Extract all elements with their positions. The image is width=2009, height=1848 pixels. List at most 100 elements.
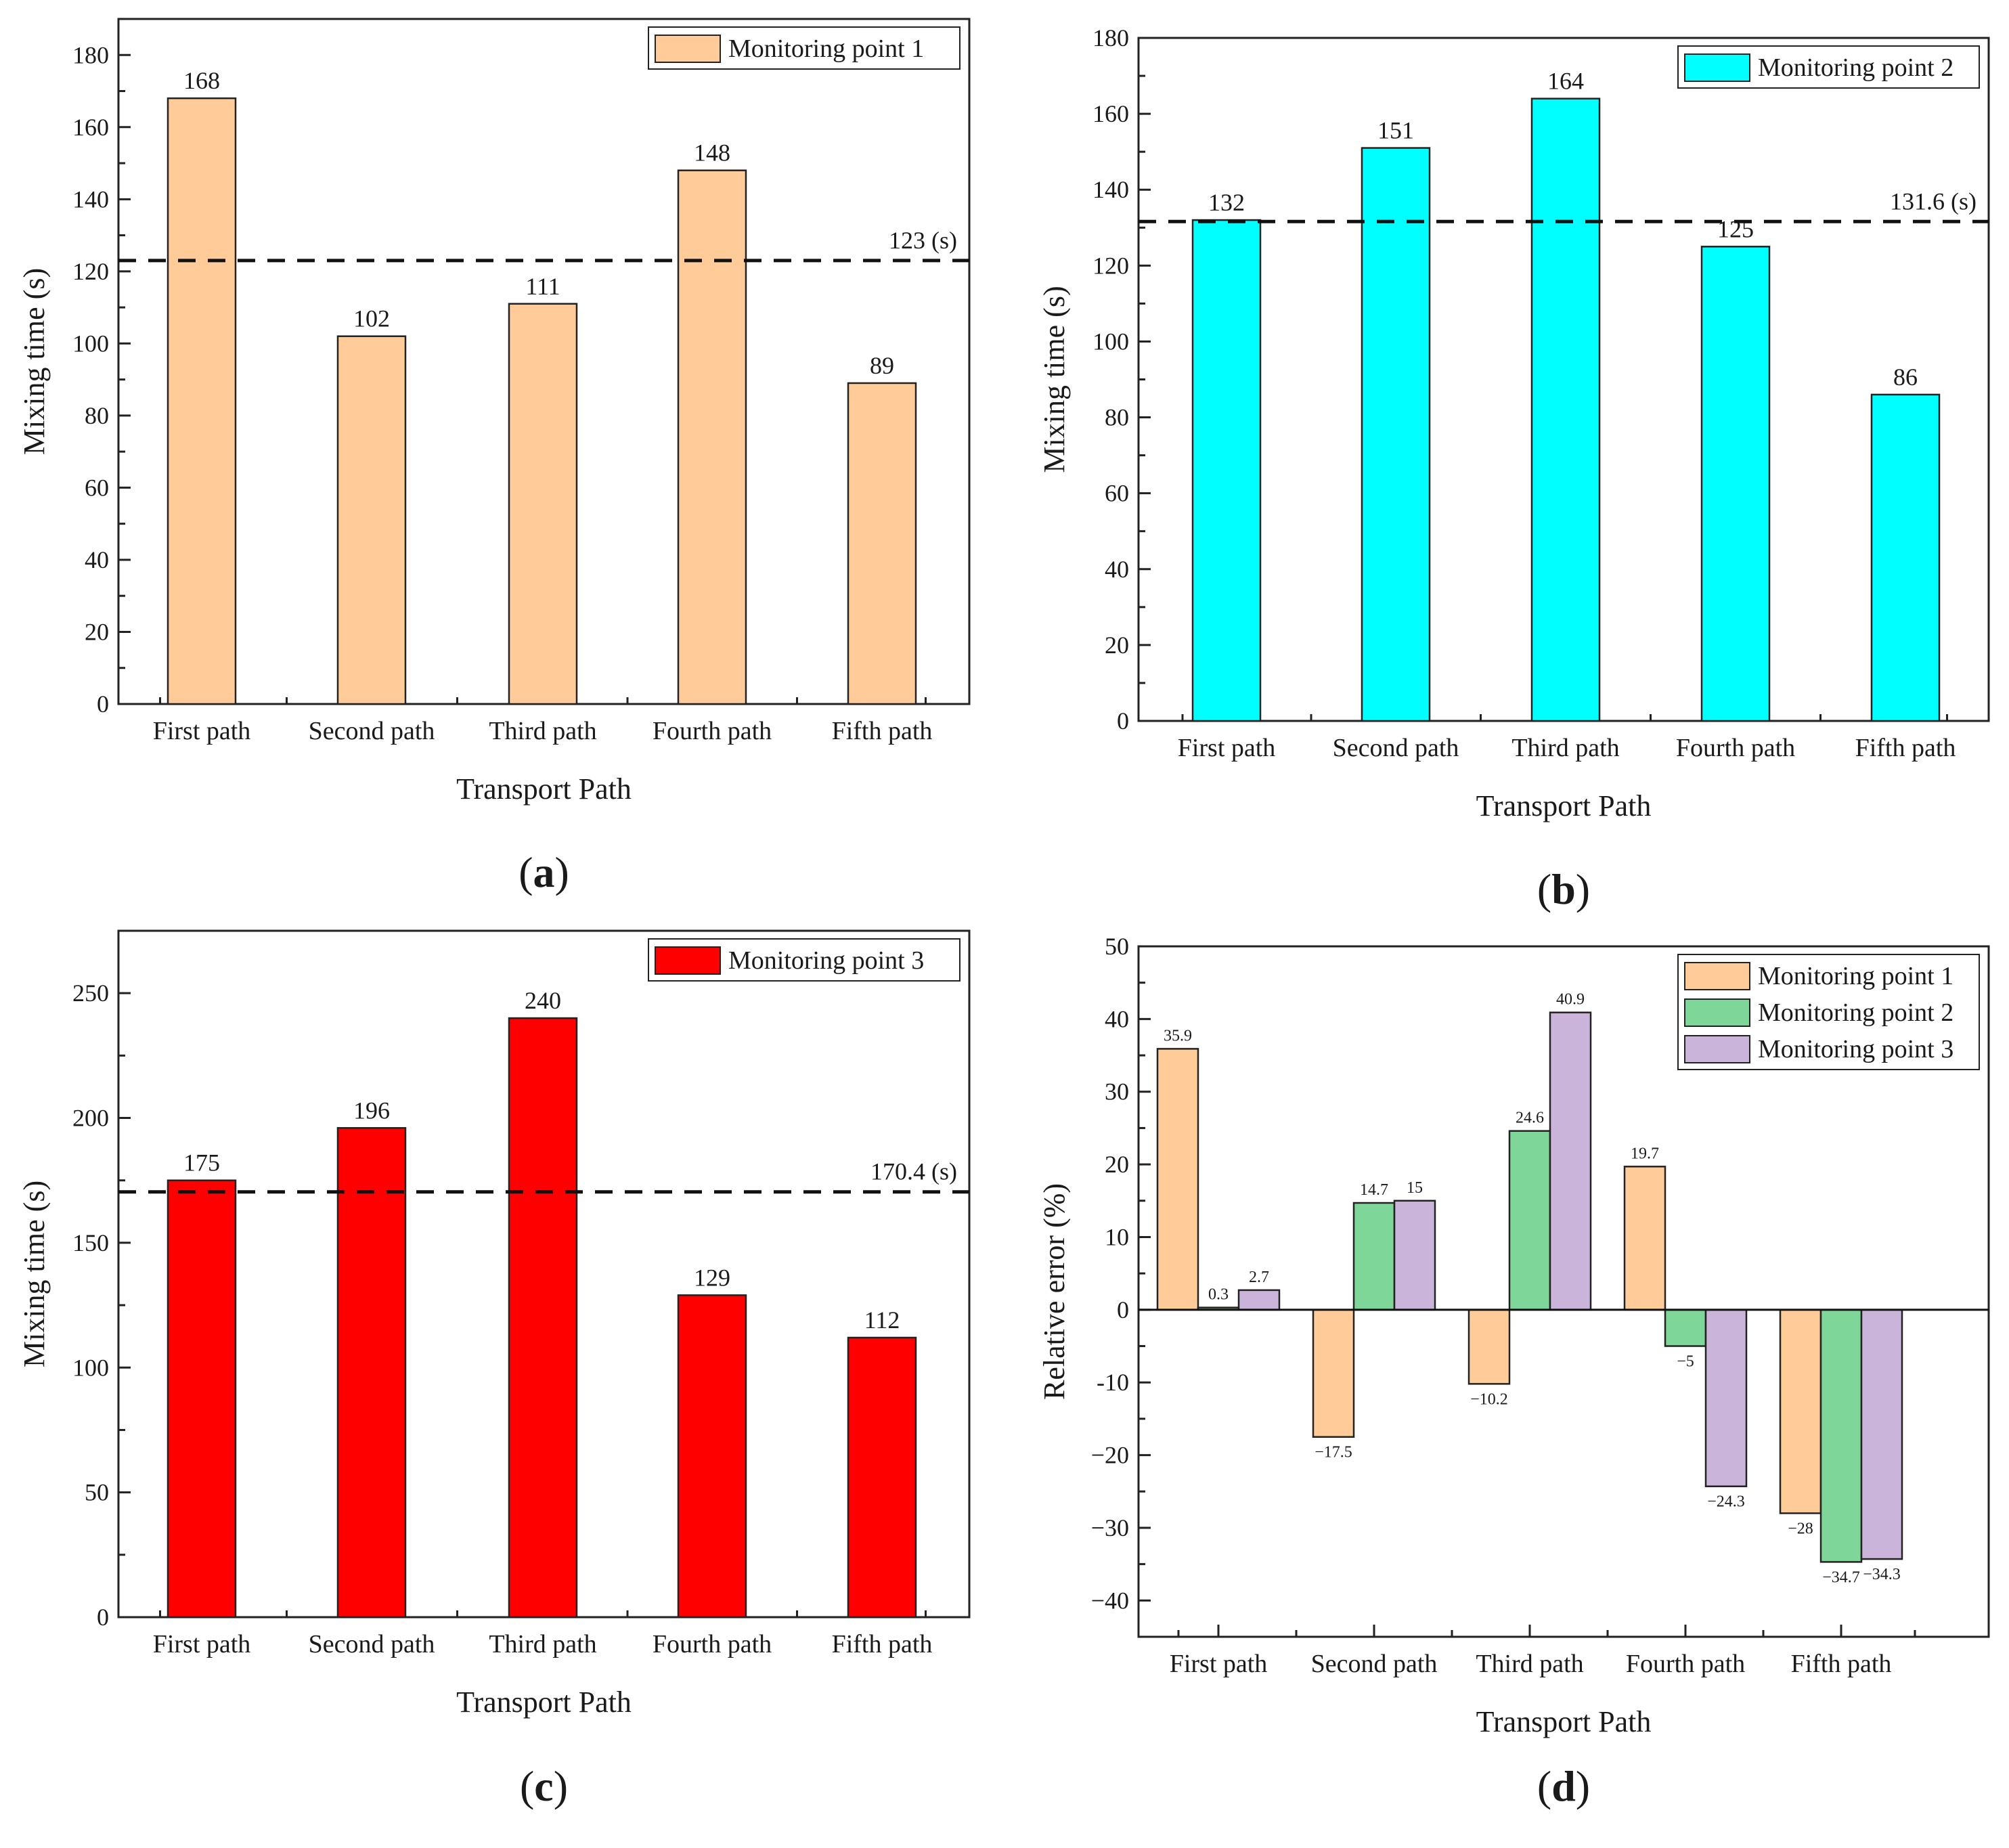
bar-c-s1-3 (508, 1017, 578, 1619)
panel-label: (a) (518, 848, 569, 896)
x-tick-label: Fourth path (653, 717, 772, 745)
y-tick-label: 80 (85, 402, 109, 429)
bar-d-s1-5 (1779, 1308, 1822, 1514)
x-tick-label: First path (1178, 734, 1276, 762)
x-axis-title: Transport Path (1476, 1705, 1652, 1738)
x-tick-label: Fourth path (1626, 1650, 1745, 1678)
data-label: 19.7 (1631, 1145, 1659, 1162)
data-label: 89 (870, 352, 894, 379)
legend: Monitoring point 1 (648, 26, 961, 70)
bar-d-s1-3 (1467, 1308, 1511, 1385)
legend: Monitoring point 2 (1677, 45, 1980, 89)
data-label: 129 (694, 1264, 730, 1291)
bar-a-s1-3 (508, 303, 578, 705)
data-label: 196 (353, 1097, 390, 1124)
y-tick-label: 120 (72, 258, 109, 285)
data-label: 151 (1377, 117, 1414, 144)
bar-d-s3-1 (1237, 1289, 1281, 1311)
reference-line-label: 131.6 (s) (1890, 188, 1977, 215)
y-tick-label: 20 (1105, 1151, 1129, 1178)
data-label: 132 (1208, 189, 1245, 216)
y-tick-label: 100 (1092, 328, 1129, 355)
bar-c-s1-4 (677, 1294, 747, 1619)
data-label: 40.9 (1556, 991, 1585, 1009)
plot-frame (1137, 945, 1990, 1638)
bar-b-s1-4 (1700, 246, 1771, 722)
x-tick-label: Fourth path (1676, 734, 1795, 762)
data-label: 35.9 (1164, 1027, 1192, 1044)
legend-swatch (1684, 962, 1750, 990)
legend-label: Monitoring point 2 (1758, 998, 1953, 1027)
legend-swatch (1684, 53, 1750, 82)
y-tick-label: 20 (1105, 632, 1129, 659)
y-tick-label: 0 (1117, 1296, 1129, 1323)
y-tick-label: 0 (1117, 707, 1129, 734)
y-tick-label: 50 (1105, 933, 1129, 960)
bar-c-s1-1 (167, 1179, 237, 1619)
y-tick-label: 0 (97, 1604, 109, 1631)
data-label: 168 (183, 67, 220, 94)
bar-d-s3-2 (1393, 1200, 1436, 1311)
data-label: 125 (1717, 215, 1754, 242)
y-tick-label: 60 (85, 474, 109, 501)
y-axis-title: Relative error (%) (1038, 1183, 1071, 1400)
legend-swatch (655, 946, 721, 975)
x-tick-label: First path (153, 1630, 251, 1658)
x-tick-label: Fifth path (1791, 1650, 1892, 1678)
bar-d-s1-4 (1623, 1166, 1666, 1311)
bar-d-s3-4 (1704, 1308, 1748, 1487)
y-tick-label: 60 (1105, 480, 1129, 507)
chart-panel-a: 0 20 40 60 80 100 120 140 160 180 First path Second… (18, 18, 971, 896)
data-label: 24.6 (1516, 1109, 1544, 1127)
legend-label: Monitoring point 3 (1758, 1035, 1953, 1063)
bar-c-s1-5 (847, 1336, 917, 1619)
y-tick-label: 80 (1105, 404, 1129, 431)
x-tick-label: Fourth path (653, 1630, 772, 1658)
data-label: −24.3 (1707, 1493, 1745, 1511)
y-tick-label: 160 (1092, 100, 1129, 127)
data-label: 15 (1407, 1179, 1423, 1197)
data-label: 14.7 (1360, 1181, 1388, 1199)
chart-panel-d: −40 −30 −20 -10 0 10 20 30 40 50 First path Second … (1038, 933, 1990, 1810)
y-tick-label: 30 (1105, 1078, 1129, 1105)
y-tick-label: −40 (1091, 1587, 1129, 1614)
data-label: −34.3 (1863, 1566, 1901, 1583)
y-tick-label: 50 (85, 1479, 109, 1506)
legend-swatch (655, 35, 721, 63)
y-tick-label: 140 (72, 185, 109, 213)
y-tick-label: 0 (97, 690, 109, 718)
bar-b-s1-5 (1870, 393, 1941, 722)
y-tick-label: -10 (1097, 1369, 1129, 1396)
data-label: −17.5 (1315, 1444, 1352, 1461)
data-label: 164 (1547, 68, 1584, 95)
data-label: −34.7 (1822, 1568, 1860, 1586)
y-tick-label: 40 (1105, 556, 1129, 583)
x-axis-title: Transport Path (456, 1686, 632, 1719)
data-label: −28 (1788, 1520, 1813, 1537)
y-tick-label: 250 (72, 980, 109, 1007)
bar-d-s2-5 (1819, 1308, 1863, 1563)
y-axis-title: Mixing time (s) (18, 268, 51, 455)
y-tick-label: −20 (1091, 1442, 1129, 1469)
x-tick-label: First path (1170, 1650, 1268, 1678)
chart-panel-b: 0 20 40 60 80 100 120 140 160 180 First path Second… (1038, 24, 1990, 913)
x-axis-title: Transport Path (456, 772, 632, 806)
x-tick-label: Third path (489, 717, 596, 745)
x-tick-label: Fifth path (1855, 734, 1956, 762)
y-tick-label: 180 (72, 41, 109, 68)
y-tick-label: −30 (1091, 1514, 1129, 1541)
bar-a-s1-5 (847, 382, 917, 705)
data-label: 0.3 (1208, 1286, 1229, 1304)
x-tick-label: Fifth path (832, 717, 933, 745)
y-tick-label: 10 (1105, 1223, 1129, 1250)
y-tick-label: 100 (72, 1354, 109, 1381)
bar-b-s1-1 (1191, 219, 1262, 722)
x-axis-title: Transport Path (1476, 789, 1652, 822)
panel-label: (b) (1537, 865, 1590, 913)
x-tick-label: Second path (309, 1630, 435, 1658)
bar-d-s2-4 (1664, 1308, 1707, 1347)
bar-d-s3-3 (1549, 1011, 1592, 1311)
y-tick-label: 140 (1092, 176, 1129, 203)
data-label: 240 (525, 987, 561, 1014)
x-tick-label: Third path (1476, 1650, 1583, 1678)
